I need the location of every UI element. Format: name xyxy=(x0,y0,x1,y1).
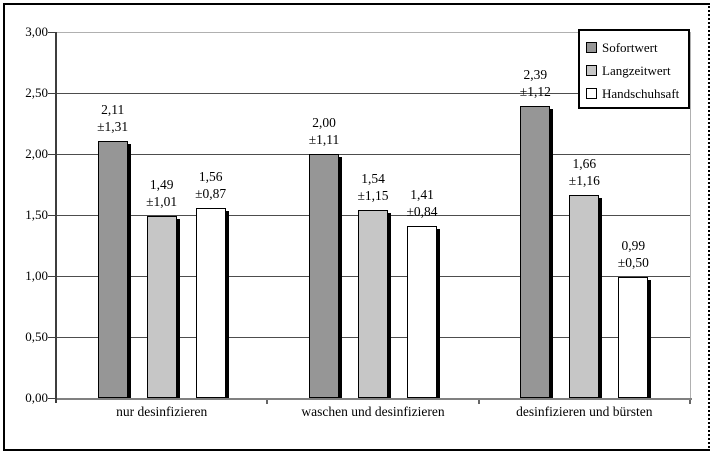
chart-outer-frame xyxy=(3,3,710,451)
bar-handschuhsaft-2 xyxy=(407,225,437,398)
y-axis-tick-label: 0,50 xyxy=(25,329,48,344)
bar-value-text: 2,11 xyxy=(101,101,125,117)
legend-item-langzeitwert: Langzeitwert xyxy=(586,59,688,82)
bar-value-label: 1,54 ±1,15 xyxy=(328,170,418,204)
x-axis-category-label: desinfizieren und bürsten xyxy=(516,404,653,419)
bar-error-text: ±1,01 xyxy=(146,194,178,210)
y-axis-tick xyxy=(48,337,56,338)
bar-sofortwert-2 xyxy=(309,154,339,398)
x-axis-category-label: nur desinfizieren xyxy=(116,404,208,419)
bar-error-text: ±1,12 xyxy=(519,84,551,100)
bar-value-text: 2,00 xyxy=(312,115,336,130)
bar-sofortwert-1 xyxy=(97,140,128,398)
y-axis-tick xyxy=(48,276,56,277)
legend-swatch-icon xyxy=(586,42,597,53)
gridline xyxy=(56,154,690,155)
bar-value-label: 0,99 ±0,50 xyxy=(588,237,678,271)
bar-value-label: 1,41 ±0,84 xyxy=(377,186,467,220)
y-axis-tick xyxy=(48,93,56,94)
bar-error-text: ±0,87 xyxy=(195,185,227,201)
bar-value-text: 2,39 xyxy=(523,67,548,83)
y-axis-tick-label: 2,50 xyxy=(25,85,48,100)
category-boundary-tick xyxy=(266,400,269,404)
y-axis-line xyxy=(55,32,57,403)
bar-value-label: 2,11 ±1,31 xyxy=(68,101,158,135)
bar-error-text: ±1,16 xyxy=(568,173,600,189)
y-axis-tick xyxy=(48,32,56,33)
bar-handschuhsaft-1 xyxy=(195,207,226,398)
bar-value-text: 1,49 xyxy=(149,177,174,193)
bar-value-text: 0,99 xyxy=(621,238,646,254)
legend-swatch-icon xyxy=(586,88,597,99)
legend-swatch-icon xyxy=(586,65,597,76)
gridline xyxy=(56,32,690,33)
bar-error-text: ±1,11 xyxy=(308,132,340,147)
bar-error-text: ±1,31 xyxy=(97,118,129,134)
plot-right-border xyxy=(690,32,691,398)
bar-value-text: 1,54 xyxy=(361,171,385,187)
bar-handschuhsaft-3 xyxy=(618,277,649,398)
legend-label: Handschuhsaft xyxy=(602,85,680,101)
bar-sofortwert-3 xyxy=(520,106,551,398)
y-axis-tick xyxy=(48,398,56,399)
bar-error-text: ±0,50 xyxy=(617,255,649,271)
bar-value-label: 1,49 ±1,01 xyxy=(117,176,207,210)
legend-label: Sofortwert xyxy=(602,39,658,55)
y-axis-tick xyxy=(48,215,56,216)
bar-value-text: 1,41 xyxy=(410,186,434,202)
y-axis-tick-label: 3,00 xyxy=(25,24,48,39)
category-boundary-tick xyxy=(689,400,691,404)
legend-label: Langzeitwert xyxy=(602,62,671,78)
bar-value-label: 1,66 ±1,16 xyxy=(539,155,629,189)
gridline xyxy=(56,93,690,94)
category-boundary-tick xyxy=(477,400,480,404)
legend: Sofortwert Langzeitwert Handschuhsaft xyxy=(578,29,690,109)
bar-langzeitwert-3 xyxy=(569,195,600,398)
x-axis-line xyxy=(56,398,692,400)
y-axis-tick-label: 1,00 xyxy=(25,268,48,283)
bar-value-text: 1,66 xyxy=(572,156,597,172)
bar-langzeitwert-2 xyxy=(358,210,388,398)
y-axis-tick-label: 0,00 xyxy=(25,390,48,405)
x-axis-category-label: waschen und desinfizieren xyxy=(301,404,445,419)
bar-value-label: 2,00 ±1,11 xyxy=(279,114,369,148)
bar-value-label: 2,39 ±1,12 xyxy=(490,66,580,100)
y-axis-tick xyxy=(48,154,56,155)
bar-langzeitwert-1 xyxy=(146,216,177,398)
bar-error-text: ±1,15 xyxy=(357,188,389,204)
legend-item-handschuhsaft: Handschuhsaft xyxy=(586,82,688,105)
legend-item-sofortwert: Sofortwert xyxy=(586,36,688,59)
y-axis-tick-label: 2,00 xyxy=(25,146,48,161)
bar-value-text: 1,56 xyxy=(198,168,223,184)
bar-error-text: ±0,84 xyxy=(406,203,438,219)
y-axis-tick-label: 1,50 xyxy=(25,207,48,222)
bar-value-label: 1,56 ±0,87 xyxy=(166,168,256,202)
